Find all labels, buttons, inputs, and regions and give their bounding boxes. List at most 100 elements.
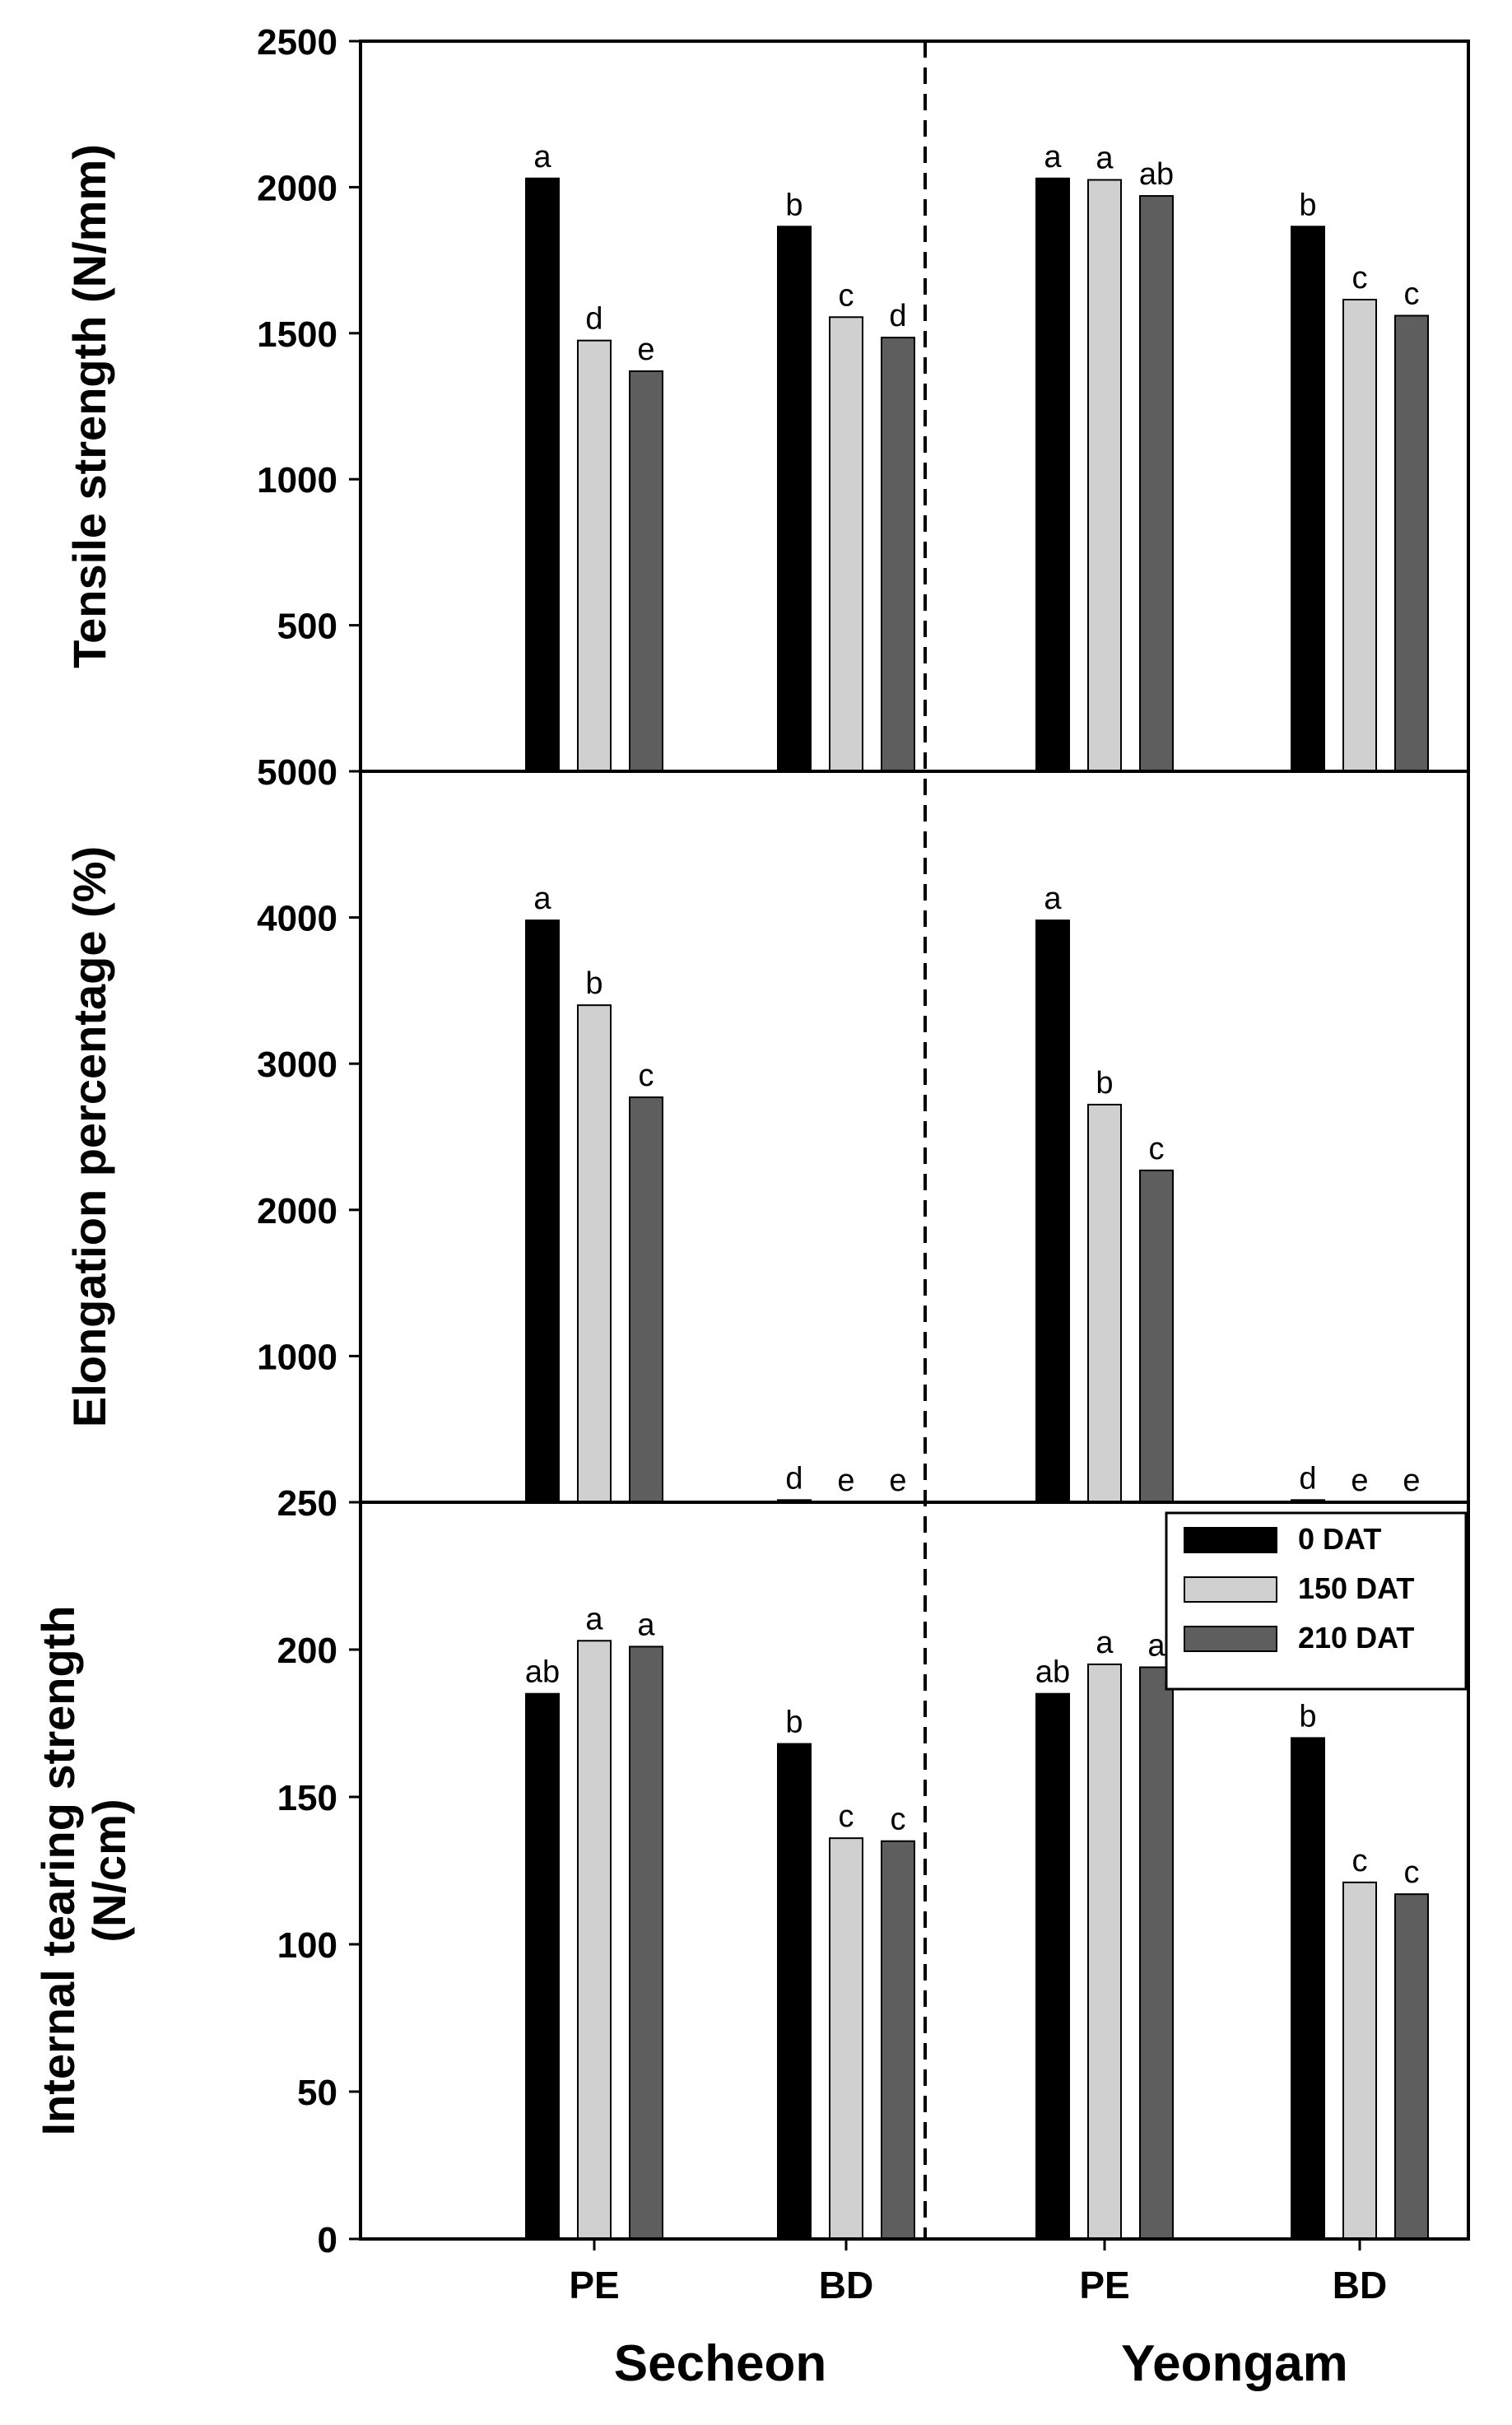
bar: [629, 1645, 663, 2241]
y-tick-label: 1000: [257, 460, 337, 500]
bar: [1342, 298, 1377, 772]
y-tick-label: 2000: [257, 1191, 337, 1231]
significance-letter: b: [585, 966, 602, 1001]
significance-letter: c: [1352, 261, 1368, 296]
significance-letter: b: [1299, 1699, 1316, 1734]
significance-letter: d: [889, 299, 906, 333]
significance-letter: b: [1096, 1066, 1113, 1101]
legend-label: 0 DAT: [1298, 1522, 1381, 1556]
y-axis-title: Elongation percentage (%): [63, 846, 115, 1427]
panel-1: 500 1000 1500 2000 2500 Tensile strength (N/m…: [63, 22, 1429, 773]
y-tick-label: 3000: [257, 1045, 337, 1085]
significance-letter: ab: [525, 1655, 560, 1690]
bar: [629, 370, 663, 772]
significance-letter: e: [637, 333, 654, 367]
x-tick-label: PE: [1079, 2264, 1129, 2306]
significance-letter: a: [1044, 882, 1062, 916]
y-tick-label: 1000: [257, 1337, 337, 1377]
x-tick-label: PE: [569, 2264, 619, 2306]
y-axis-title: Internal tearing strength: [32, 1605, 84, 2135]
legend-swatch: [1184, 1626, 1277, 1652]
legend-item: 210 DAT: [1184, 1621, 1414, 1655]
bar: [1139, 1666, 1174, 2240]
significance-letter: c: [639, 1059, 654, 1093]
significance-letter: a: [637, 1608, 655, 1642]
y-tick-label: 2500: [257, 22, 337, 63]
significance-letter: c: [839, 1799, 854, 1834]
significance-letter: ab: [1035, 1655, 1070, 1690]
bar: [777, 226, 812, 773]
bar: [1139, 195, 1174, 772]
bar: [525, 177, 560, 773]
bar: [577, 1640, 612, 2240]
significance-letter: e: [837, 1464, 854, 1498]
bar: [1291, 226, 1325, 773]
significance-letter: a: [533, 140, 551, 175]
legend-item: 0 DAT: [1184, 1522, 1381, 1556]
plot-frame: [359, 40, 1470, 2241]
bar: [577, 339, 612, 773]
panel-3: 0 50 100 150 200 250 Internal tearing strength…: [32, 1483, 1429, 2260]
significance-letter: d: [785, 1461, 803, 1496]
y-tick-label: 250: [277, 1483, 337, 1524]
y-tick-label: 200: [277, 1631, 337, 1671]
significance-letter: a: [585, 1602, 603, 1636]
significance-letter: a: [1147, 1628, 1165, 1663]
significance-letter: b: [1299, 188, 1316, 222]
significance-letter: c: [891, 1803, 906, 1837]
bar: [1087, 1663, 1122, 2240]
significance-letter: d: [585, 302, 602, 337]
site-label: Yeongam: [1121, 2335, 1348, 2392]
y-tick-label: 5000: [257, 752, 337, 793]
significance-letter: c: [1404, 277, 1420, 312]
bar: [525, 919, 560, 1503]
panels: 500 1000 1500 2000 2500 Tensile strength (N/m…: [32, 22, 1429, 2260]
y-tick-label: 4000: [257, 899, 337, 939]
legend: 0 DAT 150 DAT 210 DAT: [1165, 1511, 1468, 1691]
bar: [1291, 1737, 1325, 2240]
y-tick-label: 100: [277, 1925, 337, 1966]
y-tick-label: 1500: [257, 314, 337, 355]
significance-letter: a: [1096, 142, 1114, 176]
panel-2: 1000 2000 3000 4000 5000 Elongation percentag…: [63, 752, 1421, 1504]
significance-letter: d: [1299, 1461, 1316, 1496]
significance-letter: e: [1351, 1464, 1368, 1498]
significance-letter: e: [889, 1464, 906, 1498]
y-axis-title: (N/cm): [83, 1799, 135, 1942]
significance-letter: c: [839, 278, 854, 313]
y-tick-label: 150: [277, 1778, 337, 1818]
y-axis-title: Tensile strength (N/mm): [63, 144, 115, 668]
significance-letter: b: [785, 1706, 803, 1740]
significance-letter: c: [1149, 1132, 1165, 1166]
significance-letter: a: [1096, 1626, 1114, 1660]
y-tick-label: 2000: [257, 168, 337, 208]
x-axis: PE BD PE BD Secheon Yeongam: [569, 2239, 1387, 2392]
bar: [1394, 1893, 1429, 2240]
legend-swatch: [1184, 1576, 1277, 1603]
bar: [1394, 314, 1429, 772]
x-tick-label: BD: [819, 2264, 873, 2306]
bar: [777, 1743, 812, 2241]
bar: [1035, 1692, 1070, 2240]
significance-letter: c: [1352, 1844, 1368, 1878]
x-tick-label: BD: [1333, 2264, 1387, 2306]
bar: [1342, 1881, 1377, 2241]
bar: [1087, 179, 1122, 772]
significance-letter: b: [785, 188, 803, 222]
bar: [1035, 919, 1070, 1503]
legend-label: 210 DAT: [1298, 1621, 1414, 1655]
significance-letter: a: [1044, 140, 1062, 175]
legend-label: 150 DAT: [1298, 1571, 1414, 1605]
legend-swatch: [1184, 1527, 1277, 1553]
site-label: Secheon: [614, 2335, 826, 2392]
significance-letter: e: [1403, 1464, 1420, 1498]
bar: [629, 1096, 663, 1503]
significance-letter: c: [1404, 1855, 1420, 1890]
significance-letter: ab: [1139, 157, 1174, 192]
bar: [577, 1004, 612, 1504]
bar: [829, 316, 863, 772]
bar: [1139, 1169, 1174, 1504]
y-tick-label: 500: [277, 607, 337, 647]
bar: [525, 1692, 560, 2240]
